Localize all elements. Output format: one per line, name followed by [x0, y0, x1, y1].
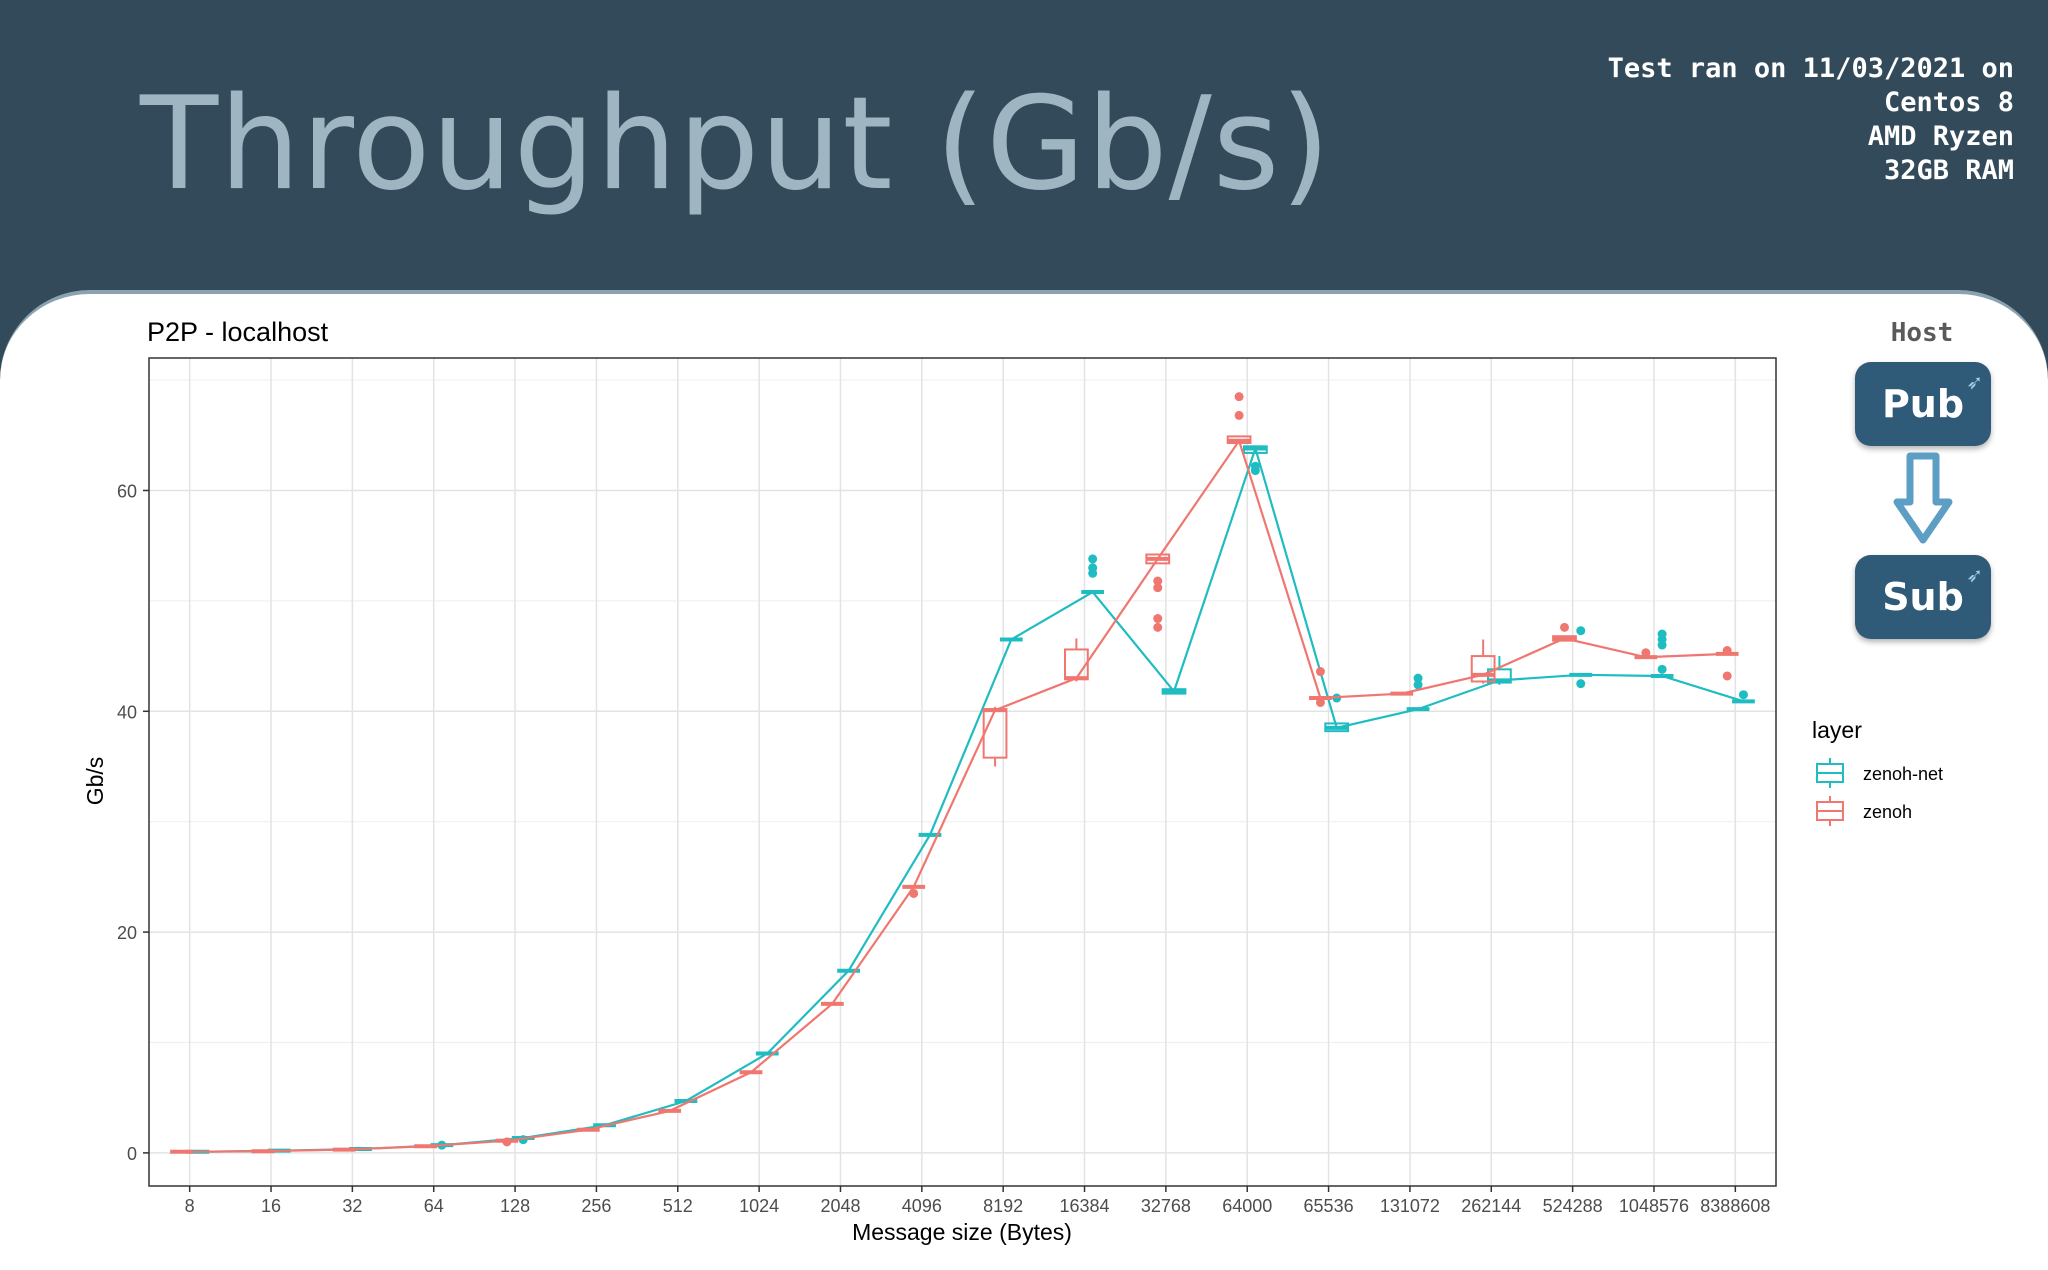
sub-node: Sub ➶	[1855, 555, 1991, 639]
plot-background	[149, 358, 1776, 1186]
outlier-point	[1657, 629, 1667, 639]
x-tick-label: 4096	[902, 1196, 942, 1216]
x-tick-label: 65536	[1304, 1196, 1354, 1216]
x-tick-label: 32768	[1141, 1196, 1191, 1216]
x-tick-label: 1024	[739, 1196, 779, 1216]
outlier-point	[1234, 410, 1244, 420]
x-tick-label: 131072	[1380, 1196, 1440, 1216]
pub-label: Pub	[1881, 382, 1965, 426]
page-title: Throughput (Gb/s)	[140, 70, 1332, 219]
x-tick-label: 524288	[1543, 1196, 1603, 1216]
test-info-line: 32GB RAM	[1883, 155, 2014, 186]
down-arrow-icon	[1893, 452, 1953, 544]
outlier-point	[1641, 648, 1651, 658]
x-tick-label: 32	[342, 1196, 362, 1216]
x-tick-label: 16384	[1059, 1196, 1109, 1216]
zenoh-logo-icon: ➶	[1966, 370, 1983, 394]
outlier-point	[1559, 622, 1569, 632]
pub-node: Pub ➶	[1855, 362, 1991, 446]
outlier-point	[1153, 576, 1163, 586]
x-tick-label: 262144	[1461, 1196, 1521, 1216]
outlier-point	[1088, 563, 1098, 573]
outlier-point	[1657, 664, 1667, 674]
outlier-point	[1722, 671, 1732, 681]
outlier-point	[1315, 697, 1325, 707]
outlier-point	[1413, 680, 1423, 690]
series-line	[181, 438, 1728, 1153]
test-info: Test ran on 11/03/2021 on Centos 8 AMD R…	[1608, 52, 2014, 188]
x-tick-label: 64	[424, 1196, 444, 1216]
y-tick-label: 60	[117, 481, 137, 501]
outlier-point	[1576, 679, 1586, 689]
outlier-point	[1153, 614, 1163, 624]
outlier-point	[1315, 667, 1325, 677]
outlier-point	[1088, 554, 1098, 564]
test-info-line: Test ran on 11/03/2021 on	[1607, 53, 2014, 84]
legend-label: zenoh-net	[1863, 764, 1943, 784]
y-axis-label: Gb/s	[82, 757, 108, 806]
legend-label: zenoh	[1863, 802, 1912, 822]
x-tick-label: 8	[185, 1196, 195, 1216]
outlier-point	[1153, 583, 1163, 593]
x-tick-label: 1048576	[1619, 1196, 1689, 1216]
y-tick-label: 40	[117, 702, 137, 722]
zenoh-logo-icon: ➶	[1966, 563, 1983, 587]
test-info-line: AMD Ryzen	[1867, 121, 2014, 152]
legend-title: layer	[1812, 717, 1862, 743]
plot-border	[148, 357, 1777, 1187]
outlier-point	[1722, 646, 1732, 656]
axes: 0 20 40 60 8 16 32 64 128 256 512 1024 2048 4096 8192 1…	[117, 357, 1777, 1216]
plot-marks	[170, 392, 1755, 1154]
y-tick-label: 20	[117, 923, 137, 943]
legend: layer zenoh-net zenoh	[1812, 717, 1943, 826]
chart-title: P2P - localhost	[147, 317, 329, 347]
x-axis-label: Message size (Bytes)	[852, 1219, 1072, 1245]
host-label: Host	[1890, 318, 1954, 348]
x-tick-label: 16	[261, 1196, 281, 1216]
x-tick-label: 2048	[820, 1196, 860, 1216]
x-tick-label: 128	[500, 1196, 530, 1216]
x-tick-label: 64000	[1222, 1196, 1272, 1216]
x-tick-label: 8388608	[1700, 1196, 1770, 1216]
outlier-point	[1234, 392, 1244, 402]
x-tick-label: 256	[581, 1196, 611, 1216]
x-tick-label: 512	[663, 1196, 693, 1216]
outlier-point	[1413, 673, 1423, 683]
test-info-line: Centos 8	[1883, 87, 2014, 118]
x-tick-label: 8192	[983, 1196, 1023, 1216]
outlier-point	[1738, 690, 1748, 700]
y-tick-label: 0	[127, 1144, 137, 1164]
outlier-point	[1576, 626, 1586, 636]
outlier-point	[1250, 461, 1260, 471]
plot-grid	[149, 358, 1776, 1186]
outlier-point	[1153, 622, 1163, 632]
sub-label: Sub	[1882, 575, 1964, 619]
